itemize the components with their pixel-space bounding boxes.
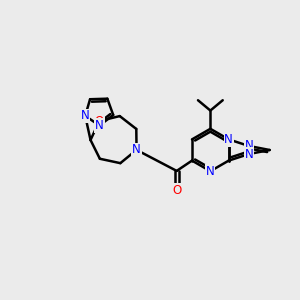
Text: N: N [81,110,90,122]
Text: N: N [132,143,141,156]
Text: N: N [95,119,104,132]
Text: N: N [224,133,233,146]
Text: O: O [95,115,104,128]
Text: N: N [244,140,253,152]
Text: N: N [244,148,253,160]
Text: O: O [172,184,181,197]
Text: N: N [206,165,215,178]
